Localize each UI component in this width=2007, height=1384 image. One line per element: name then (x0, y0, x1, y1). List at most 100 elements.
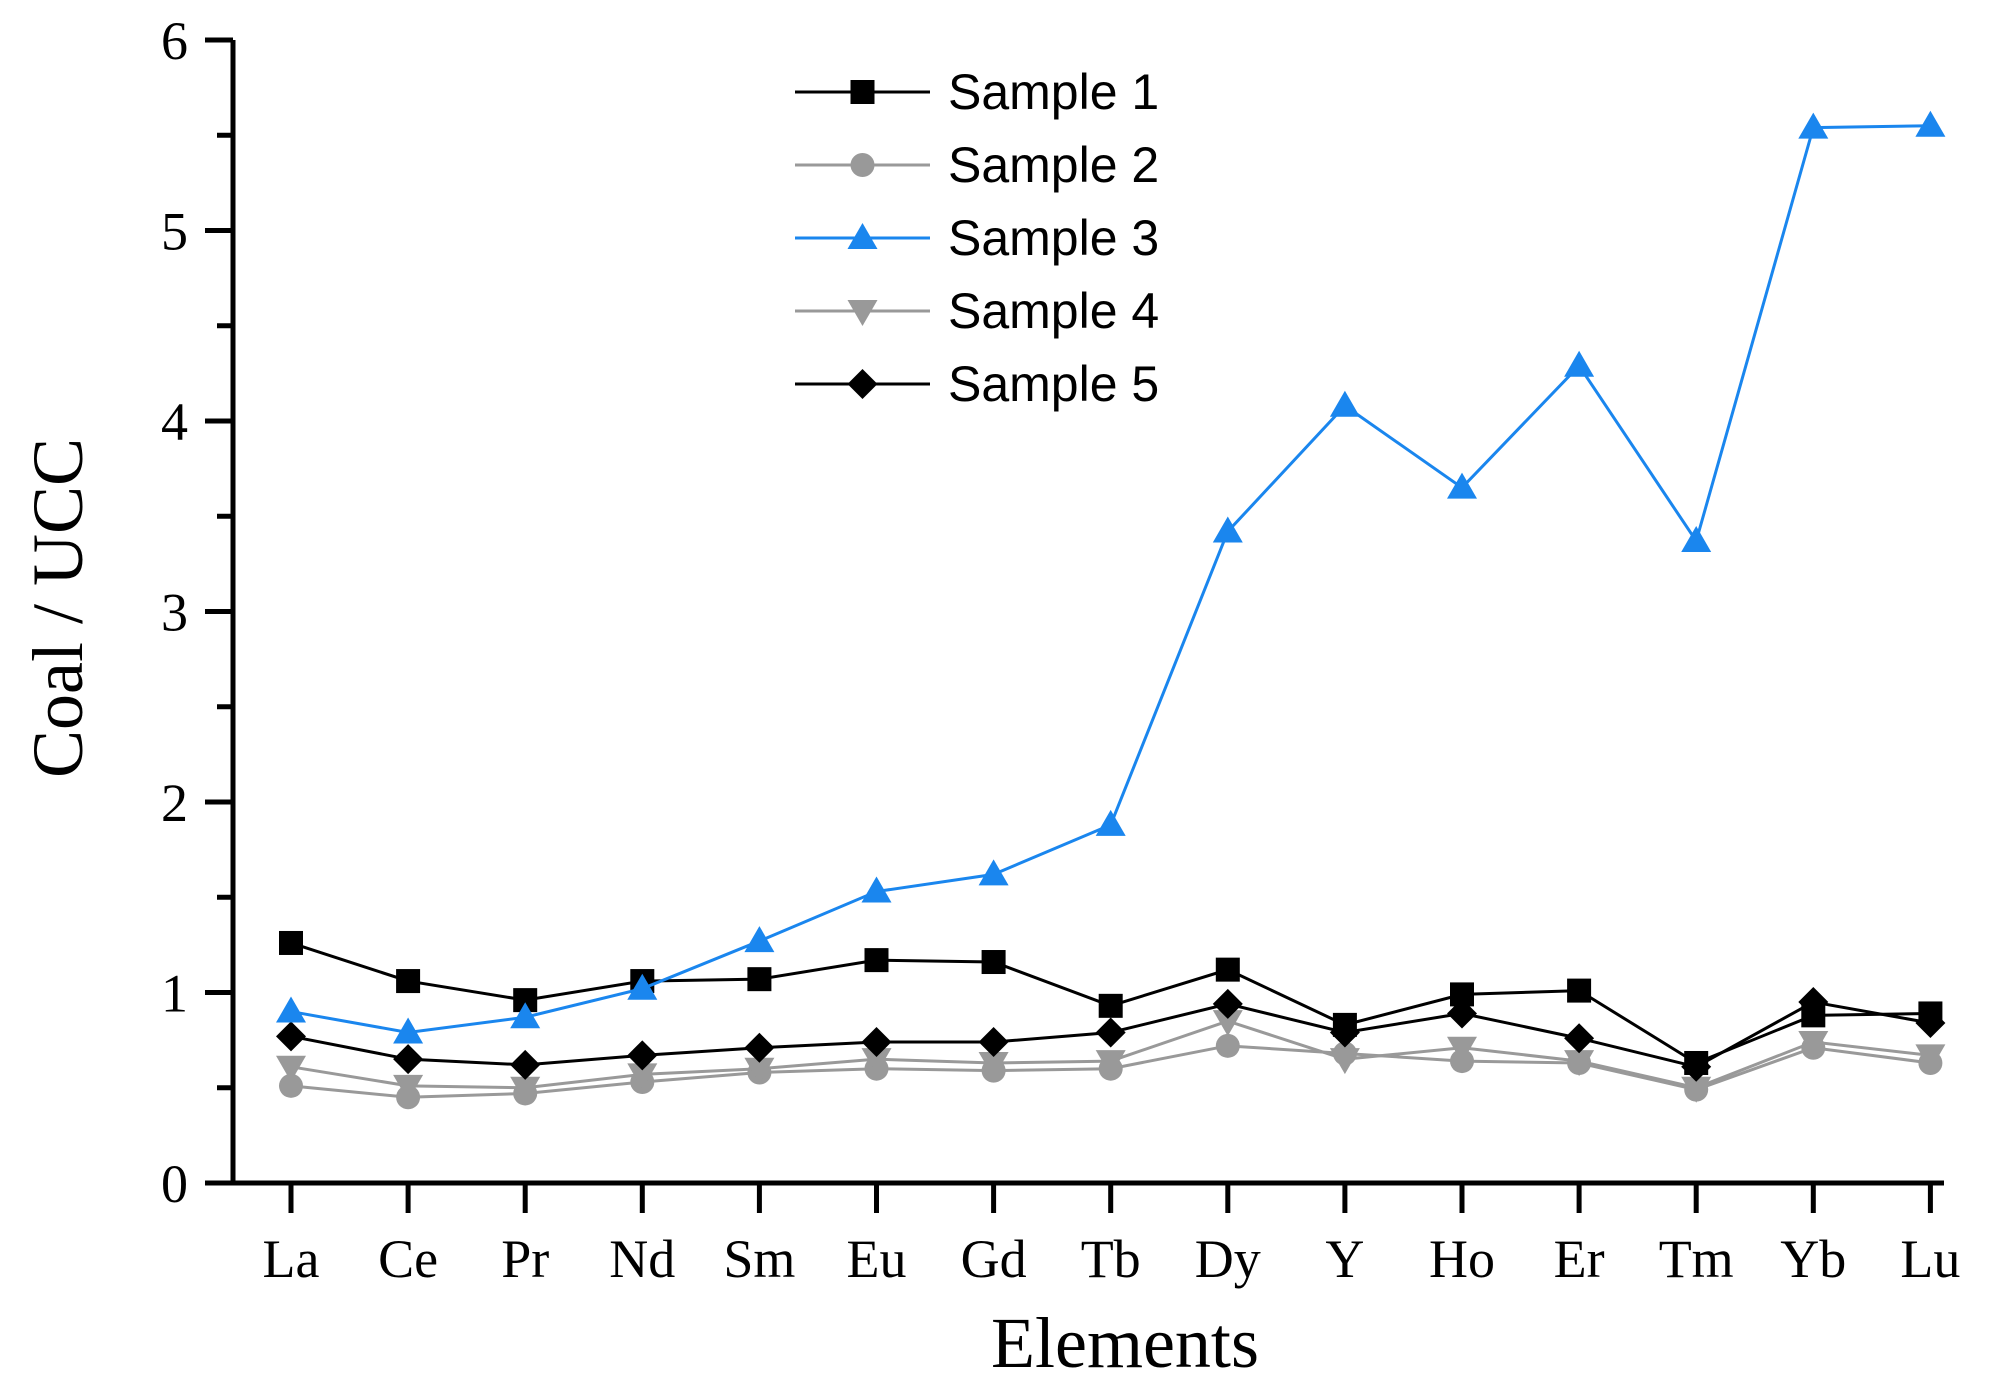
data-point (744, 1057, 775, 1084)
x-tick-label: Ce (378, 1229, 438, 1289)
data-point (1329, 390, 1360, 417)
data-point (393, 1017, 424, 1044)
data-point (279, 930, 303, 955)
x-tick-label: Lu (1900, 1229, 1960, 1289)
legend-label: Sample 2 (948, 137, 1159, 193)
data-point (978, 1051, 1009, 1078)
series-sample-5 (276, 987, 1946, 1082)
data-point (1681, 1076, 1712, 1103)
x-tick-label: Gd (961, 1229, 1027, 1289)
legend: Sample 1 Sample 2 Sample 3 Sample 4 Sample 5 (795, 64, 1159, 412)
data-point (1915, 110, 1946, 137)
data-point (276, 1021, 306, 1052)
legend-label: Sample 3 (948, 210, 1159, 266)
data-point (393, 1044, 424, 1075)
data-point (747, 967, 772, 992)
x-tick-label: Dy (1195, 1229, 1261, 1289)
data-point (396, 969, 421, 994)
data-point (510, 1049, 541, 1080)
x-tick-label: Eu (847, 1229, 907, 1289)
data-point (1095, 809, 1126, 836)
axes: 0 1 2 3 4 5 6 La Ce Pr Nd Sm Eu Gd Tb Dy Y Ho Er Tm Yb Lu (161, 11, 1960, 1289)
x-tick-label: Sm (723, 1229, 795, 1289)
data-point (981, 950, 1006, 975)
data-point (1329, 1048, 1360, 1075)
x-tick-label: Tb (1081, 1229, 1141, 1289)
y-tick-label: 5 (161, 202, 188, 262)
x-tick-label: Er (1554, 1229, 1605, 1289)
data-point (864, 948, 889, 973)
legend-marker (850, 80, 875, 104)
data-point (1095, 1050, 1126, 1077)
series-layer (276, 110, 1946, 1110)
data-point (1095, 1017, 1126, 1048)
data-point (1447, 998, 1477, 1029)
y-tick-label: 1 (161, 964, 188, 1024)
legend-item-1: Sample 1 (795, 64, 1159, 120)
legend-item-4: Sample 4 (795, 283, 1159, 339)
data-point (1915, 1044, 1946, 1071)
data-point (1447, 1036, 1477, 1063)
legend-label: Sample 4 (948, 283, 1159, 339)
data-point (1447, 472, 1477, 499)
legend-marker (847, 369, 878, 399)
data-point (1798, 112, 1829, 139)
x-tick-label: Nd (609, 1229, 675, 1289)
x-tick-label: Ho (1429, 1229, 1495, 1289)
data-point (510, 1076, 541, 1103)
data-point (1564, 1023, 1595, 1054)
data-point (861, 876, 892, 903)
y-tick-label: 6 (161, 11, 188, 71)
data-point (1098, 993, 1123, 1018)
data-point (393, 1074, 424, 1101)
legend-label: Sample 1 (948, 64, 1159, 120)
data-point (1564, 1050, 1595, 1077)
data-point (1215, 957, 1240, 982)
legend-marker (847, 300, 878, 326)
x-tick-label: La (263, 1229, 320, 1289)
series-sample-4 (276, 1010, 1946, 1103)
data-point (861, 1048, 892, 1075)
data-point (627, 1040, 658, 1071)
data-point (1212, 516, 1243, 543)
data-point (1798, 987, 1829, 1018)
y-axis-title: Coal / UCC (18, 438, 98, 778)
data-point (1798, 1031, 1829, 1058)
data-point (279, 1073, 303, 1098)
data-point (978, 859, 1009, 886)
y-tick-label: 4 (161, 392, 188, 452)
legend-item-2: Sample 2 (795, 137, 1159, 193)
data-point (861, 1027, 892, 1058)
data-point (510, 1002, 541, 1029)
data-point (627, 1063, 658, 1090)
data-point (1212, 988, 1243, 1019)
series-sample-3 (276, 110, 1946, 1044)
data-point (276, 996, 306, 1023)
y-tick-label: 2 (161, 773, 188, 833)
data-point (1681, 1051, 1712, 1082)
legend-label: Sample 5 (948, 356, 1159, 412)
y-tick-label: 3 (161, 583, 188, 643)
data-point (1915, 1007, 1946, 1038)
x-tick-label: Tm (1659, 1229, 1734, 1289)
data-point (744, 1032, 775, 1063)
data-point (1329, 1017, 1360, 1048)
data-point (1681, 526, 1712, 553)
x-tick-label: Pr (501, 1229, 549, 1289)
x-axis-title: Elements (991, 1303, 1259, 1383)
data-point (978, 1027, 1009, 1058)
data-point (1212, 1010, 1243, 1037)
x-tick-label: Yb (1780, 1229, 1846, 1289)
data-point (744, 926, 775, 953)
data-point (627, 973, 658, 1000)
data-point (276, 1055, 306, 1082)
legend-marker (847, 223, 878, 249)
legend-item-5: Sample 5 (795, 356, 1159, 412)
x-tick-label: Y (1325, 1229, 1364, 1289)
data-point (1564, 350, 1595, 377)
y-tick-label: 0 (161, 1154, 188, 1214)
data-point (1567, 978, 1592, 1003)
data-point (1215, 1033, 1240, 1058)
legend-marker (850, 153, 875, 177)
